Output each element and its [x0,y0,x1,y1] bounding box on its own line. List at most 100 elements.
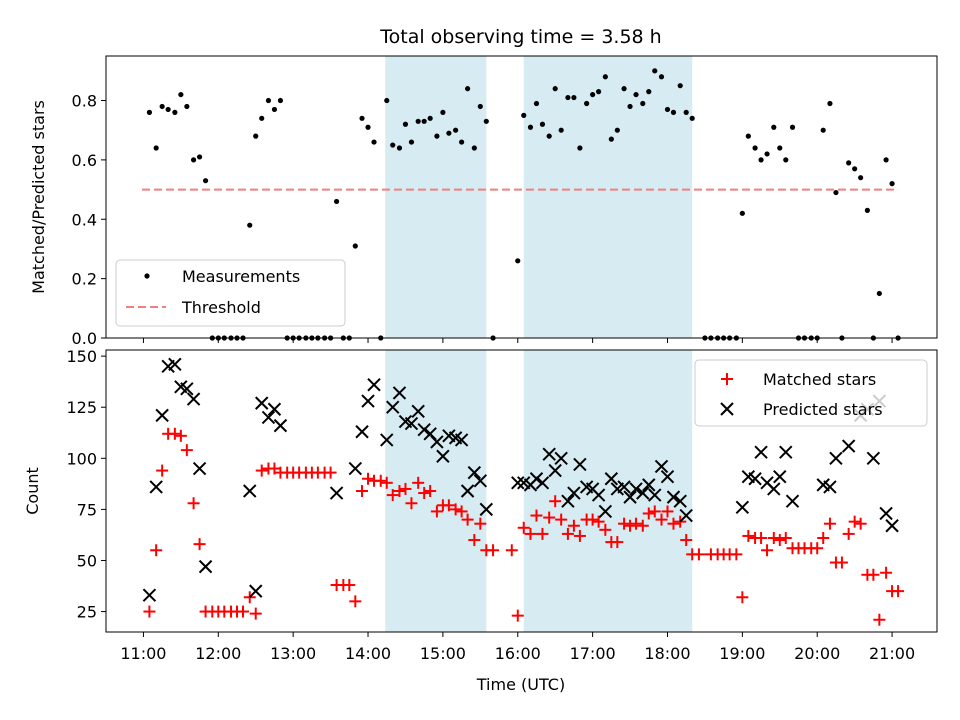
bottom-series-1-point-28 [423,427,437,441]
bottom-series-0-point-15 [237,605,250,618]
top-legend-measurements-label: Measurements [182,267,300,286]
bottom-series-1-point-56 [623,490,637,504]
bottom-series-0-point-113 [867,568,880,581]
top-series-0-point-45 [427,115,433,121]
top-series-0-point-58 [527,124,534,130]
top-series-0-point-0 [146,109,153,115]
top-series-0-point-17 [253,133,259,139]
bottom-xtick-label-9: 20:00 [794,644,840,663]
top-series-0-point-64 [565,94,571,101]
bottom-xtick-label-4: 15:00 [420,644,466,663]
bottom-series-0-point-40 [393,485,406,497]
top-series-0-point-44 [421,118,427,124]
bottom-legend-matched-label: Matched stars [763,370,876,389]
top-series-0-point-84 [689,115,695,121]
top-series-0-point-40 [396,145,403,151]
bottom-series-1-point-44 [548,463,562,478]
top-series-0-point-30 [333,198,340,205]
bottom-series-0-point-115 [880,566,893,579]
bottom-series-0-point-43 [412,476,425,489]
top-series-0-point-38 [384,97,390,104]
bottom-series-1-point-59 [642,478,656,492]
top-series-0-point-110 [858,175,864,181]
top-shaded-interval-1 [523,56,693,338]
bottom-series-0-point-114 [873,613,886,626]
bottom-xtick-label-10: 21:00 [869,644,915,663]
bottom-series-1-point-34 [460,484,475,498]
bottom-series-0-point-91 [730,548,743,561]
top-series-0-point-72 [614,127,620,133]
bottom-xtick-label-3: 14:00 [345,644,391,663]
bottom-xtick-label-2: 13:00 [270,644,316,663]
bottom-series-1-point-22 [386,400,400,414]
top-series-0-point-80 [664,106,671,113]
bottom-series-0-point-41 [399,482,412,495]
bottom-series-1-point-6 [180,382,194,396]
top-series-0-point-46 [434,133,440,139]
bottom-series-1-point-47 [567,486,581,500]
bottom-series-1-point-72 [773,469,787,484]
bottom-series-1-point-78 [841,439,856,453]
bottom-series-1-point-2 [155,408,169,423]
top-series-0-point-78 [652,68,658,74]
bottom-series-0-point-95 [755,532,768,544]
top-ytick-label-4: 0.8 [72,92,97,111]
top-series-0-point-96 [771,124,777,130]
top-series-0-point-76 [640,100,646,107]
bottom-series-0-point-58 [517,521,530,534]
bottom-ytick-label-4: 125 [66,398,97,417]
bottom-series-1-point-19 [361,394,375,408]
bottom-series-0-point-6 [180,444,193,457]
bottom-series-0-point-8 [193,538,206,551]
bottom-shaded-intervals [385,350,693,632]
top-series-0-point-92 [745,133,751,139]
bottom-series-0-point-106 [823,517,836,530]
bottom-series-0-point-59 [524,527,537,540]
top-series-0-point-109 [852,166,858,172]
bottom-series-1-point-63 [666,490,681,504]
bottom-series-1-point-12 [255,396,269,410]
top-series-0-point-62 [552,86,558,92]
top-series-0-point-52 [471,145,477,151]
top-series-0-point-3 [165,106,171,113]
bottom-series-0-point-82 [667,517,680,530]
top-series-0-point-5 [178,91,184,98]
top-series-0-point-65 [571,94,577,101]
bottom-series-0-point-34 [356,485,369,497]
top-series-0-point-8 [196,154,203,160]
top-series-0-point-51 [464,86,471,92]
bottom-series-1-point-30 [436,449,450,463]
bottom-xtick-label-7: 18:00 [644,644,690,663]
top-series-0-point-105 [827,100,833,107]
top-series-0-point-47 [440,109,446,115]
bottom-series-1-point-76 [823,480,837,494]
bottom-series-0-point-4 [168,427,181,440]
bottom-series-0-point-67 [573,529,586,542]
top-series-0-point-21 [277,97,284,104]
top-series-0-point-67 [584,100,590,107]
top-series-0-point-81 [670,109,677,115]
top-series-0-point-34 [359,115,365,121]
top-series-0-point-70 [602,74,608,80]
top-series-0-point-16 [247,222,253,228]
bottom-series-0-point-97 [767,532,780,544]
top-series-0-point-113 [876,290,882,297]
bottom-series-0-point-42 [405,497,418,510]
bottom-series-0-point-1 [150,544,163,557]
bottom-series-1-point-35 [467,465,482,480]
bottom-series-1-point-43 [542,447,556,461]
top-series-0-point-35 [365,124,371,130]
top-legend-threshold-label: Threshold [181,298,261,317]
bottom-series-0-point-46 [430,505,443,518]
top-series-0-point-2 [159,103,165,110]
bottom-series-0-point-62 [543,511,556,524]
bottom-series-1-point-51 [591,488,606,502]
top-series-0-point-61 [546,133,552,139]
bottom-series-0-point-81 [661,505,674,518]
bottom-series-1-point-68 [748,472,762,486]
top-panel: 0.00.20.40.60.8 Matched/Predicted stars … [29,55,938,348]
bottom-series-1-point-20 [367,378,381,392]
bottom-series-1-point-77 [829,451,843,466]
bottom-series-1-point-9 [198,559,213,574]
top-series-0-point-75 [633,91,639,98]
